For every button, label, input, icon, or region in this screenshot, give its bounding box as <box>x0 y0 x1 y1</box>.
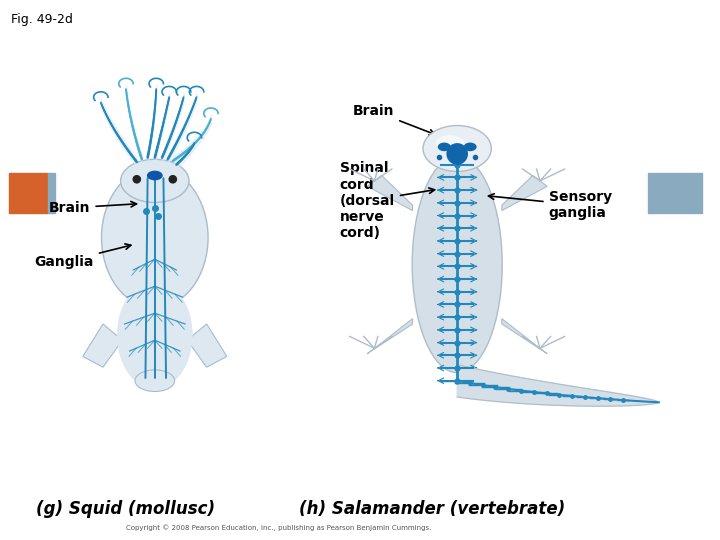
Ellipse shape <box>132 175 141 184</box>
Ellipse shape <box>446 143 468 165</box>
Bar <box>648 173 702 213</box>
Bar <box>9 173 48 213</box>
Ellipse shape <box>168 175 177 184</box>
Ellipse shape <box>135 370 175 392</box>
Ellipse shape <box>464 143 477 151</box>
Text: Ganglia: Ganglia <box>35 244 131 269</box>
Text: (h) Salamander (vertebrate): (h) Salamander (vertebrate) <box>299 500 565 518</box>
Text: Sensory
ganglia: Sensory ganglia <box>488 190 612 220</box>
Ellipse shape <box>121 159 189 202</box>
Polygon shape <box>83 324 122 367</box>
Text: Copyright © 2008 Pearson Education, Inc., publishing as Pearson Benjamin Cumming: Copyright © 2008 Pearson Education, Inc.… <box>126 525 431 531</box>
Text: Brain: Brain <box>353 104 435 135</box>
Polygon shape <box>367 319 413 354</box>
Polygon shape <box>502 176 547 211</box>
Polygon shape <box>502 319 547 354</box>
Text: (g) Squid (mollusc): (g) Squid (mollusc) <box>37 500 215 518</box>
Polygon shape <box>187 324 227 367</box>
Bar <box>48 173 55 213</box>
Ellipse shape <box>102 167 208 308</box>
Polygon shape <box>367 176 413 211</box>
Text: Spinal
cord
(dorsal
nerve
cord): Spinal cord (dorsal nerve cord) <box>340 161 435 240</box>
Text: Fig. 49-2d: Fig. 49-2d <box>11 14 73 26</box>
Polygon shape <box>457 364 659 406</box>
Ellipse shape <box>436 135 464 151</box>
Text: Brain: Brain <box>49 201 137 215</box>
Ellipse shape <box>117 281 193 389</box>
Ellipse shape <box>423 125 492 172</box>
Ellipse shape <box>438 143 451 151</box>
Ellipse shape <box>147 171 163 180</box>
Ellipse shape <box>412 157 503 373</box>
